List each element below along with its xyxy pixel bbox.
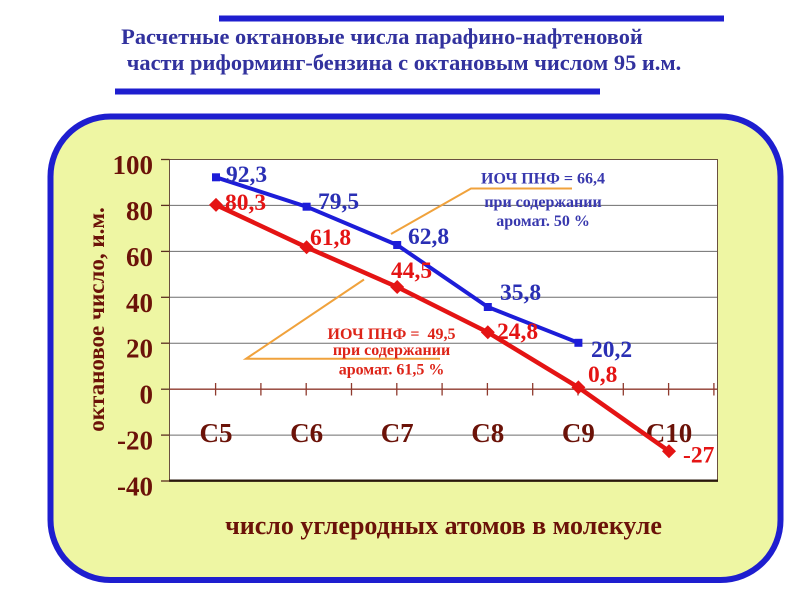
svg-text:ИОЧ ПНФ = 49,5: ИОЧ ПНФ = 49,5: [328, 326, 456, 343]
svg-text:92,3: 92,3: [226, 162, 267, 188]
svg-text:-27: -27: [683, 443, 715, 469]
svg-text:число углеродных атомов в моле: число углеродных атомов в молекуле: [225, 511, 662, 540]
svg-text:0,8: 0,8: [588, 362, 617, 388]
svg-text:62,8: 62,8: [408, 224, 449, 250]
svg-text:24,8: 24,8: [497, 319, 538, 345]
svg-text:44,5: 44,5: [391, 258, 432, 284]
svg-text:-40: -40: [117, 472, 153, 502]
svg-text:35,8: 35,8: [500, 280, 541, 306]
svg-text:C6: C6: [290, 418, 323, 448]
svg-text:80,3: 80,3: [225, 190, 266, 216]
svg-text:ИОЧ ПНФ = 66,4: ИОЧ ПНФ = 66,4: [481, 171, 605, 188]
svg-text:100: 100: [113, 150, 154, 180]
svg-text:79,5: 79,5: [318, 189, 359, 215]
svg-text:C9: C9: [562, 418, 595, 448]
svg-text:аромат. 50 %: аромат. 50 %: [496, 213, 590, 230]
svg-text:80: 80: [126, 196, 153, 226]
svg-text:C7: C7: [381, 418, 414, 448]
svg-text:40: 40: [126, 288, 153, 318]
svg-text:октановое число, и.м.: октановое число, и.м.: [84, 207, 109, 432]
svg-text:0: 0: [140, 380, 154, 410]
svg-text:Расчетные октановые числа пара: Расчетные октановые числа парафино-нафте…: [121, 24, 643, 49]
svg-text:20,2: 20,2: [591, 337, 632, 363]
svg-text:при содержании: при содержании: [333, 342, 450, 359]
svg-text:аромат. 61,5 %: аромат. 61,5 %: [339, 362, 445, 379]
svg-text:61,8: 61,8: [310, 225, 351, 251]
svg-text:при содержании: при содержании: [484, 194, 601, 211]
svg-text:60: 60: [126, 242, 153, 272]
svg-text:C8: C8: [471, 418, 504, 448]
svg-text:C5: C5: [200, 418, 233, 448]
svg-text:20: 20: [126, 334, 153, 364]
svg-text:-20: -20: [117, 426, 153, 456]
svg-text:части риформинг-бензина с окта: части риформинг-бензина с октановым числ…: [127, 50, 681, 75]
